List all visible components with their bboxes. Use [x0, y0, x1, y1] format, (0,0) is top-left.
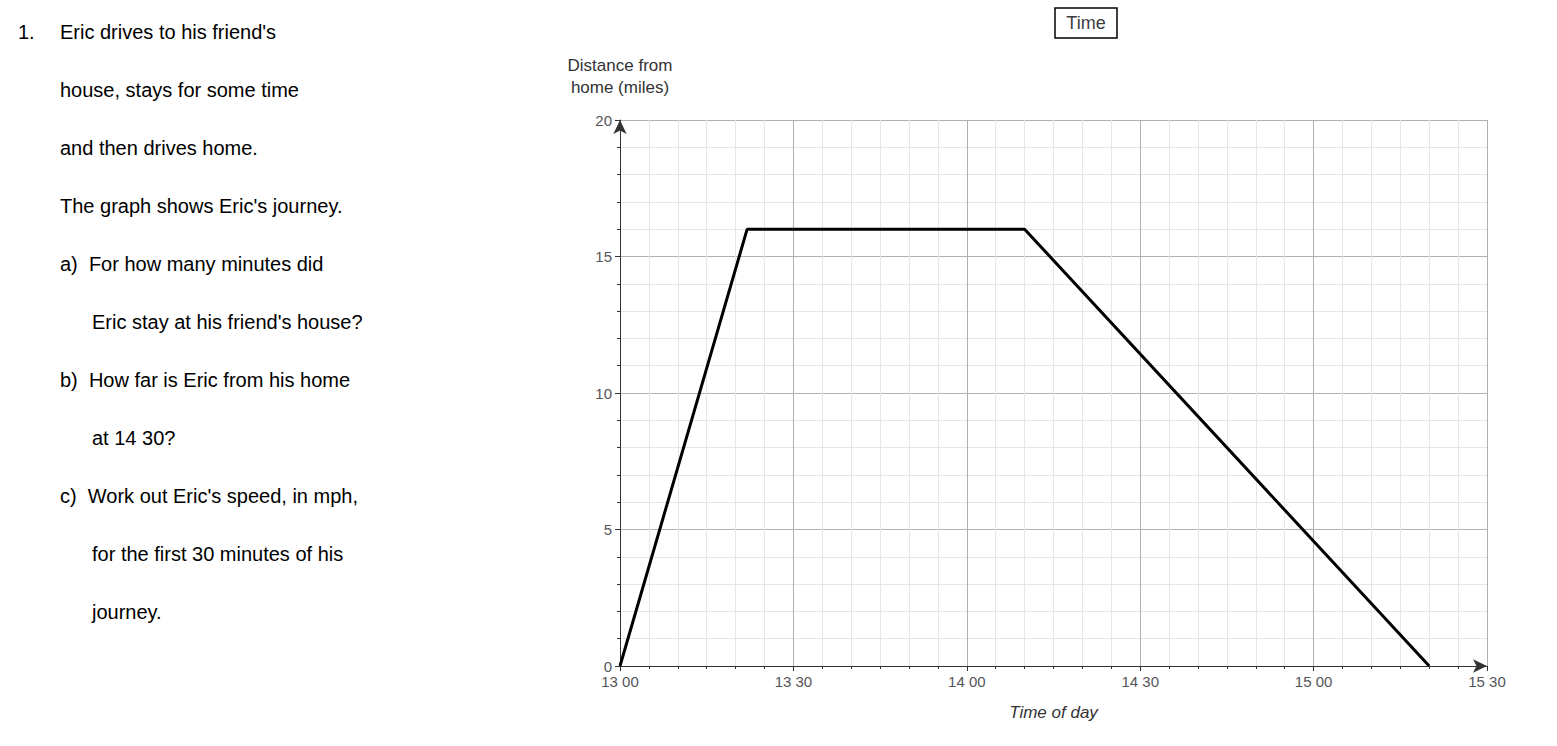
svg-text:c) Work out Eric's speed, in: c) Work out Eric's speed, in mph, [60, 485, 358, 507]
svg-text:Distance from: Distance from [568, 56, 673, 75]
svg-text:15 00: 15 00 [1295, 673, 1333, 690]
svg-text:a) For how many minutes did: a) For how many minutes did [60, 253, 323, 275]
svg-text:and then drives home.: and then drives home. [60, 137, 258, 159]
svg-text:home (miles): home (miles) [571, 78, 669, 97]
svg-text:Time of day: Time of day [1009, 703, 1099, 722]
svg-text:14 00: 14 00 [948, 673, 986, 690]
svg-text:5: 5 [604, 521, 612, 538]
svg-text:b) How far is Eric from his h: b) How far is Eric from his home [60, 369, 350, 391]
svg-text:1.: 1. [18, 21, 35, 43]
svg-text:14 30: 14 30 [1121, 673, 1159, 690]
svg-text:13 30: 13 30 [775, 673, 813, 690]
svg-text:15 30: 15 30 [1468, 673, 1506, 690]
svg-text:Eric drives to his friend's: Eric drives to his friend's [60, 21, 276, 43]
svg-text:house, stays for some time: house, stays for some time [60, 79, 299, 101]
svg-text:The graph shows Eric's journey: The graph shows Eric's journey. [60, 195, 342, 217]
svg-text:13 00: 13 00 [601, 673, 639, 690]
svg-text:20: 20 [595, 112, 612, 129]
svg-text:journey.: journey. [91, 601, 162, 623]
svg-text:for the first 30 minutes of hi: for the first 30 minutes of his [92, 543, 343, 565]
svg-text:at 14 30?: at 14 30? [92, 427, 175, 449]
svg-text:Time: Time [1066, 13, 1105, 33]
svg-text:15: 15 [595, 248, 612, 265]
svg-text:0: 0 [604, 658, 612, 675]
svg-text:10: 10 [595, 385, 612, 402]
svg-text:Eric stay at his friend's hous: Eric stay at his friend's house? [92, 311, 363, 333]
